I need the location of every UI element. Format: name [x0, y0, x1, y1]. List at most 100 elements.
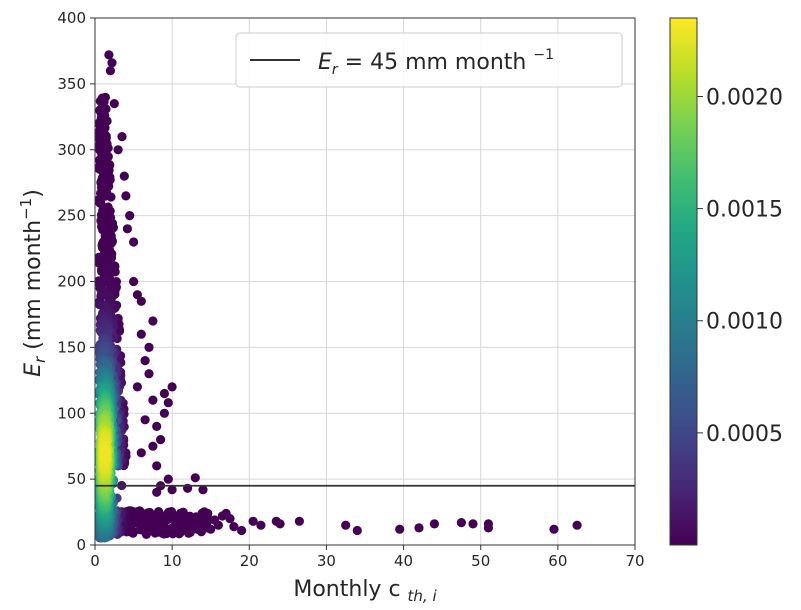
legend-box — [235, 32, 623, 88]
data-point — [468, 519, 478, 529]
data-point — [107, 58, 117, 68]
data-point — [190, 473, 200, 483]
y-tick-label: 350 — [57, 75, 86, 93]
data-point — [152, 487, 162, 497]
y-tick-label: 300 — [57, 141, 86, 159]
x-tick-label: 70 — [625, 552, 644, 570]
data-point — [341, 520, 351, 530]
grid — [94, 17, 636, 546]
data-point — [163, 398, 173, 408]
data-point — [122, 224, 132, 234]
data-point — [229, 522, 239, 532]
data-point — [271, 516, 281, 526]
data-point — [198, 485, 208, 495]
y-axis-title-sub: r — [31, 356, 49, 363]
data-point — [117, 132, 127, 142]
axis-ticks: 0 10 20 30 40 50 60 70 0 50 100 150 200 250 300 350 400 — [57, 9, 644, 570]
data-point — [129, 276, 139, 287]
x-tick-label: 10 — [163, 552, 182, 570]
data-point — [237, 525, 247, 536]
data-point — [256, 520, 266, 530]
data-point — [140, 356, 150, 366]
x-tick-label: 60 — [548, 552, 567, 570]
colorbar-tick-label: 0.0020 — [706, 85, 783, 110]
data-point — [152, 421, 162, 431]
data-point — [105, 66, 115, 76]
y-axis-title-units-sup: −1 — [17, 198, 35, 220]
y-axis-title: Er (mm month−1) — [17, 189, 49, 377]
legend-var: E — [318, 50, 332, 75]
data-point — [163, 474, 173, 484]
data-point — [352, 525, 362, 536]
data-point — [132, 382, 142, 392]
y-tick-label: 250 — [57, 207, 86, 225]
y-tick-label: 150 — [57, 338, 86, 356]
data-point — [100, 191, 110, 201]
data-point — [429, 519, 439, 529]
data-point — [572, 520, 582, 530]
data-point — [125, 211, 135, 221]
data-point — [248, 516, 258, 526]
data-point — [104, 50, 114, 60]
data-point — [549, 524, 559, 534]
y-axis-title-units-close: ) — [21, 189, 46, 198]
data-point — [395, 524, 405, 534]
legend-label: Er = 45 mm month −1 — [318, 47, 554, 78]
data-point — [119, 171, 129, 181]
x-tick-label: 20 — [240, 552, 259, 570]
data-points — [95, 50, 582, 543]
x-tick-label: 50 — [471, 552, 490, 570]
y-tick-label: 100 — [57, 404, 86, 422]
x-axis-title: Monthly c th, i — [293, 577, 437, 605]
x-tick-label: 30 — [317, 552, 336, 570]
data-point — [132, 290, 142, 300]
data-point — [121, 191, 131, 201]
colorbar-tick-label: 0.0015 — [706, 198, 783, 223]
data-point — [294, 516, 304, 526]
data-point — [156, 435, 166, 445]
colorbar-tick-label: 0.0005 — [706, 422, 783, 447]
y-axis-title-space — [21, 350, 46, 357]
data-point — [140, 415, 150, 425]
data-point — [159, 408, 169, 418]
x-axis-title-main: Monthly c — [293, 577, 400, 602]
data-point — [109, 99, 119, 109]
y-axis-title-var: E — [21, 363, 46, 377]
legend: Er = 45 mm month −1 — [235, 32, 623, 88]
data-point — [167, 382, 177, 392]
y-tick-label: 0 — [76, 536, 86, 554]
data-point — [167, 485, 177, 495]
data-point — [129, 237, 139, 247]
data-point — [456, 518, 466, 528]
data-point — [100, 446, 110, 456]
data-point — [144, 342, 154, 352]
data-point — [136, 329, 146, 339]
x-axis-title-sub: th, i — [408, 587, 438, 605]
y-tick-label: 200 — [57, 273, 86, 291]
data-point — [136, 448, 146, 458]
legend-var-sub: r — [332, 62, 339, 78]
y-tick-label: 50 — [67, 470, 86, 488]
colorbar — [669, 17, 698, 546]
data-point — [96, 198, 106, 208]
legend-text-body: = 45 mm month — [338, 50, 534, 75]
data-point — [113, 145, 123, 155]
colorbar-ticks: 0.0005 0.0010 0.0015 0.0020 — [697, 85, 783, 447]
data-point — [152, 461, 162, 471]
data-point — [148, 316, 158, 326]
data-point — [144, 369, 154, 379]
y-tick-label: 400 — [57, 9, 86, 27]
x-tick-label: 0 — [90, 552, 100, 570]
data-point — [104, 293, 114, 303]
data-point — [148, 395, 158, 405]
y-axis-title-units: (mm month — [21, 220, 46, 350]
x-axis-title-var — [401, 577, 408, 602]
data-point — [217, 511, 227, 521]
legend-text-sup: −1 — [533, 47, 554, 63]
data-point — [148, 441, 158, 451]
colorbar-tick-label: 0.0010 — [706, 310, 783, 335]
data-point — [159, 388, 169, 399]
data-point — [414, 523, 424, 533]
data-point — [483, 523, 493, 533]
